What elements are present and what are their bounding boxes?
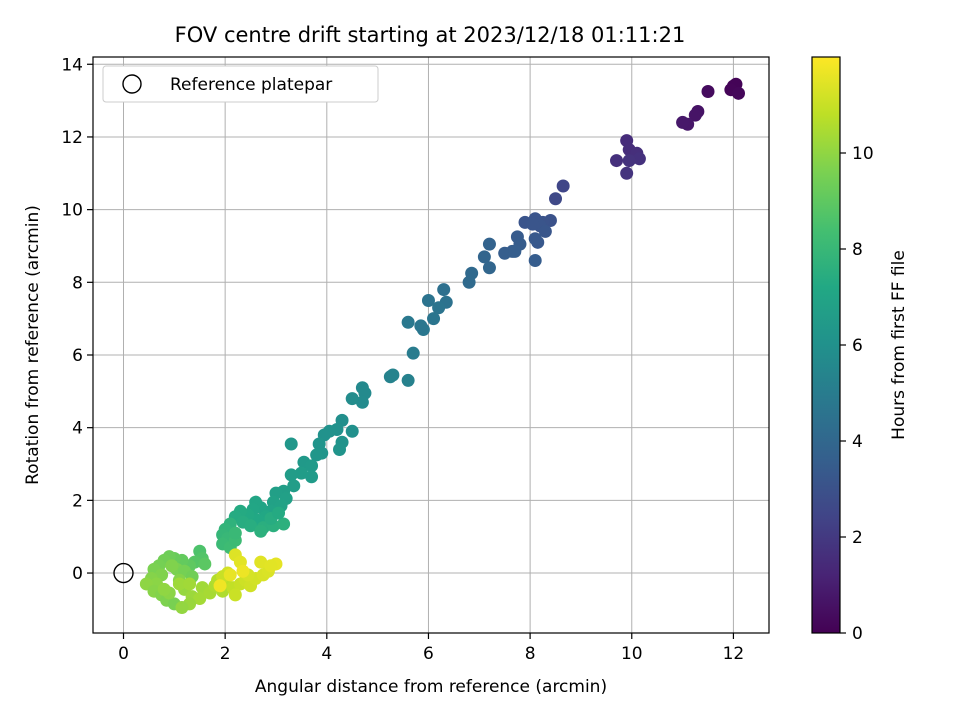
colorbar-tick-label: 0: [852, 624, 863, 644]
data-point: [294, 466, 308, 480]
data-point: [406, 346, 420, 360]
data-point: [272, 506, 286, 520]
data-point: [264, 559, 278, 573]
y-axis-label: Rotation from reference (arcmin): [23, 205, 43, 485]
data-point: [305, 459, 319, 473]
x-tick-label: 2: [220, 644, 231, 664]
data-point: [254, 524, 268, 538]
data-point: [701, 85, 715, 99]
data-point: [432, 301, 446, 315]
colorbar: [811, 56, 841, 634]
colorbar-tick-label: 4: [852, 432, 863, 452]
colorbar-tick-label: 6: [852, 336, 863, 356]
x-axis-label: Angular distance from reference (arcmin): [255, 677, 607, 697]
data-point: [193, 591, 207, 605]
data-point: [620, 166, 634, 180]
data-point: [223, 568, 237, 582]
chart-title: FOV centre drift starting at 2023/12/18 …: [175, 23, 686, 47]
data-point: [676, 115, 690, 129]
x-tick-label: 10: [621, 644, 643, 664]
data-point: [556, 179, 570, 193]
colorbar-tick-label: 2: [852, 528, 863, 548]
data-point: [549, 192, 563, 206]
colorbar-tick-label: 10: [852, 144, 874, 164]
y-tick-label: 2: [72, 491, 83, 511]
data-point: [632, 152, 646, 166]
data-point: [482, 237, 496, 251]
y-tick-label: 8: [72, 273, 83, 293]
data-point: [287, 479, 301, 493]
grid-lines: [93, 57, 769, 633]
colorbar-ticks: 0 2 4 6 8 10: [840, 144, 874, 644]
data-point: [165, 559, 179, 573]
data-point: [498, 246, 512, 260]
plot-area-frame: [92, 56, 770, 634]
x-axis-ticks: 0 2 4 6 8 10 12: [118, 633, 744, 664]
data-point: [175, 601, 189, 615]
colorbar-label: Hours from first FF file: [889, 250, 909, 440]
y-tick-label: 0: [72, 564, 83, 584]
y-tick-label: 14: [61, 55, 83, 75]
data-point: [688, 108, 702, 122]
data-point: [427, 312, 441, 326]
data-point: [244, 519, 258, 533]
reference-marker: [113, 562, 134, 584]
data-point: [732, 86, 746, 100]
y-tick-label: 6: [72, 346, 83, 366]
data-point: [622, 154, 636, 168]
y-tick-label: 10: [61, 201, 83, 221]
data-point: [345, 424, 359, 438]
y-tick-label: 12: [61, 128, 83, 148]
data-point: [345, 392, 359, 406]
data-point: [386, 368, 400, 382]
data-point: [213, 579, 227, 593]
data-point: [528, 232, 542, 246]
data-point: [333, 442, 347, 456]
data-point: [305, 470, 319, 484]
legend-marker-icon: [122, 74, 142, 94]
data-point: [277, 517, 291, 531]
data-point: [157, 582, 171, 596]
data-point: [312, 437, 326, 451]
x-tick-label: 12: [723, 644, 745, 664]
data-point: [462, 275, 476, 289]
legend-box: [102, 65, 379, 103]
data-point: [528, 254, 542, 268]
reference-platepar-marker: [113, 562, 134, 584]
y-tick-label: 4: [72, 419, 83, 439]
data-point: [228, 526, 242, 540]
x-tick-label: 8: [525, 644, 536, 664]
data-point: [610, 154, 624, 168]
data-point: [538, 224, 552, 238]
legend: Reference platepar: [102, 65, 379, 103]
colorbar-tick-label: 8: [852, 240, 863, 260]
x-tick-label: 4: [321, 644, 332, 664]
data-point: [482, 261, 496, 275]
data-point: [437, 283, 451, 297]
data-point: [310, 448, 324, 462]
data-point: [508, 244, 522, 258]
data-points: [139, 77, 746, 615]
data-point: [198, 557, 212, 571]
x-tick-label: 0: [118, 644, 129, 664]
x-tick-label: 6: [423, 644, 434, 664]
y-axis-ticks: 0 2 4 6 8 10 12 14: [61, 55, 93, 584]
data-point: [236, 564, 250, 578]
data-point: [355, 395, 369, 409]
data-point: [172, 577, 186, 591]
data-point: [183, 577, 197, 591]
data-point: [526, 217, 540, 231]
data-point: [254, 555, 268, 569]
data-point: [477, 250, 491, 264]
data-point: [414, 319, 428, 333]
data-point: [401, 373, 415, 387]
legend-label: Reference platepar: [170, 75, 332, 95]
data-point: [284, 437, 298, 451]
data-point: [421, 293, 435, 307]
data-point: [284, 468, 298, 482]
data-point: [228, 588, 242, 602]
data-point: [401, 315, 415, 329]
